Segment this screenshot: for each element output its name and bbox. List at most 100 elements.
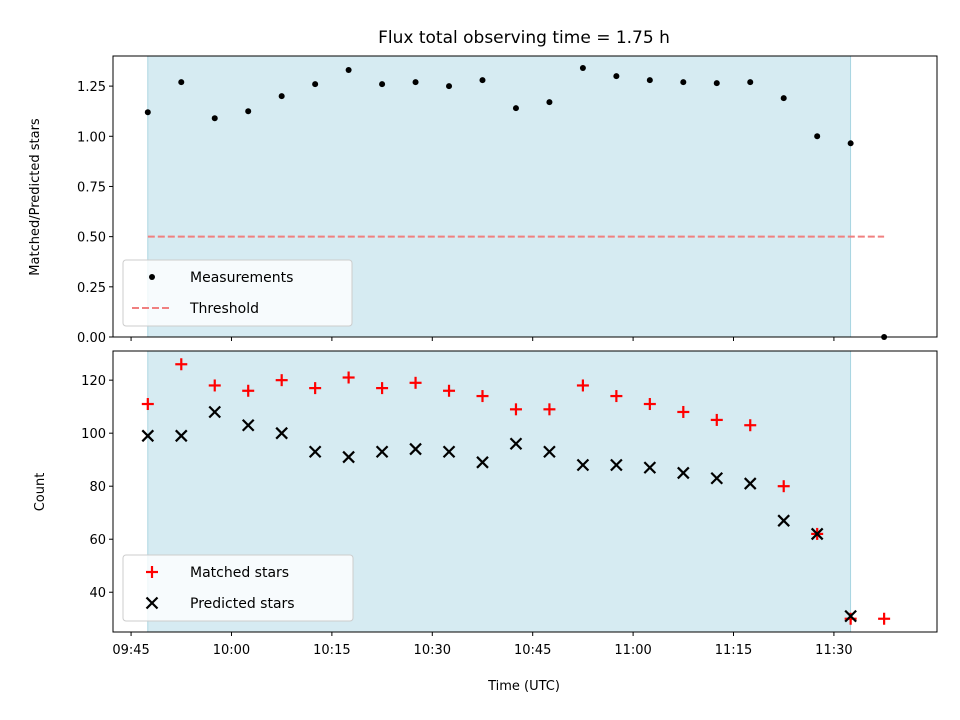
data-point-s1-2 bbox=[208, 405, 222, 419]
data-point-s1-10-b bbox=[476, 456, 489, 469]
x-tick-label: 09:45 bbox=[112, 643, 149, 658]
data-point-s0-9 bbox=[443, 384, 456, 397]
data-point-s1-8 bbox=[409, 442, 422, 456]
axes-frame bbox=[112, 55, 938, 338]
legend: Matched stars Predicted stars bbox=[122, 554, 354, 622]
legend-box bbox=[122, 259, 353, 327]
data-point-s0-22 bbox=[881, 334, 888, 340]
data-point-s1-4 bbox=[275, 426, 288, 440]
data-point-s0-21 bbox=[847, 140, 854, 147]
data-point-s0-14 bbox=[613, 73, 620, 80]
data-point-s0-15 bbox=[643, 398, 656, 411]
data-point-s1-14-b bbox=[610, 458, 623, 472]
y-tick-label: 0.25 bbox=[77, 281, 106, 296]
legend: Measurements Threshold bbox=[122, 259, 353, 327]
data-point-s1-15 bbox=[643, 461, 657, 474]
data-point-s1-17-b bbox=[710, 471, 724, 485]
data-point-s0-16 bbox=[677, 405, 690, 418]
data-point-s1-1 bbox=[174, 429, 188, 443]
data-point-s0-12 bbox=[546, 99, 553, 106]
data-point-s1-11 bbox=[509, 437, 523, 451]
data-point-s1-13 bbox=[576, 458, 590, 472]
data-point-s0-22 bbox=[878, 612, 891, 625]
legend-label: Predicted stars bbox=[190, 596, 295, 612]
x-axis-label: Time (UTC) bbox=[487, 679, 560, 694]
data-point-s1-3-b bbox=[241, 418, 255, 432]
y-tick-label: 0.75 bbox=[77, 180, 106, 195]
data-point-s1-18-b bbox=[743, 477, 757, 490]
data-point-s0-6 bbox=[342, 371, 355, 384]
data-point-s0-5 bbox=[312, 81, 319, 88]
count-panel: 40 60 80 100 120 09:45 10:00 10:15 10:30 10:45 11:… bbox=[81, 350, 938, 658]
data-point-s1-15-b bbox=[643, 461, 657, 474]
data-point-s1-19-b bbox=[777, 514, 790, 527]
legend-label: Threshold bbox=[189, 301, 259, 317]
legend-swatch bbox=[145, 596, 159, 610]
data-point-s0-10 bbox=[479, 77, 486, 84]
data-point-s0-4 bbox=[278, 93, 285, 100]
legend-swatch bbox=[146, 566, 158, 578]
data-point-s0-5 bbox=[309, 382, 322, 395]
data-point-s0-0 bbox=[144, 109, 151, 116]
data-point-s1-5 bbox=[308, 445, 322, 459]
data-point-s0-10 bbox=[476, 390, 489, 403]
y-tick-label: 0.00 bbox=[77, 331, 106, 346]
y-axis-label-count: Count bbox=[33, 473, 48, 512]
data-point-s1-19 bbox=[777, 514, 790, 527]
data-point-s0-11 bbox=[509, 403, 522, 416]
data-point-s0-20 bbox=[814, 133, 821, 140]
data-point-s1-10 bbox=[476, 456, 489, 469]
data-point-s0-15 bbox=[646, 77, 653, 84]
data-point-s1-21-b bbox=[844, 609, 857, 623]
data-point-s0-3 bbox=[242, 384, 255, 397]
y-tick-label: 120 bbox=[81, 374, 106, 389]
data-point-s1-17 bbox=[710, 471, 724, 485]
x-tick-label: 11:30 bbox=[815, 643, 852, 658]
data-point-s1-12-b bbox=[543, 445, 556, 459]
x-tick-label: 10:15 bbox=[313, 643, 350, 658]
data-point-s0-3 bbox=[245, 108, 252, 115]
data-point-s0-1 bbox=[175, 358, 188, 371]
data-point-s1-7-b bbox=[375, 445, 389, 459]
data-point-s1-1-b bbox=[174, 429, 188, 443]
data-point-s0-13 bbox=[576, 379, 589, 392]
x-tick-label: 10:30 bbox=[414, 643, 451, 658]
data-point-s1-4-b bbox=[275, 426, 288, 440]
legend-box bbox=[122, 554, 354, 622]
y-tick-label: 100 bbox=[81, 427, 106, 442]
data-point-s1-18 bbox=[743, 477, 757, 490]
data-point-s0-6 bbox=[345, 67, 352, 74]
data-point-s1-8-b bbox=[409, 442, 422, 456]
x-tick-label: 10:45 bbox=[514, 643, 551, 658]
data-point-s0-9 bbox=[446, 83, 453, 90]
data-point-s0-8 bbox=[409, 376, 422, 389]
data-point-s0-17 bbox=[710, 413, 723, 426]
data-point-s0-11 bbox=[512, 105, 519, 112]
chart-title: Flux total observing time = 1.75 h bbox=[378, 28, 670, 48]
x-tick-label: 10:00 bbox=[213, 643, 250, 658]
y-axis-label-ratio: Matched/Predicted stars bbox=[28, 118, 43, 276]
data-point-s0-8 bbox=[412, 79, 419, 86]
data-point-s1-9 bbox=[442, 445, 456, 459]
data-point-s1-20-b bbox=[810, 527, 824, 541]
data-point-s0-13 bbox=[579, 65, 586, 72]
y-tick-label: 1.25 bbox=[77, 80, 106, 95]
legend-label: Measurements bbox=[190, 270, 293, 286]
data-point-s0-17 bbox=[713, 80, 720, 87]
data-point-s1-5-b bbox=[308, 445, 322, 459]
ratio-panel: 0.00 0.25 0.50 0.75 1.00 1.25 Measurements Thre… bbox=[77, 55, 938, 346]
data-point-s1-0 bbox=[141, 429, 155, 443]
y-tick-label: 40 bbox=[89, 586, 106, 601]
data-point-s0-16 bbox=[680, 79, 687, 86]
data-point-s1-0-b bbox=[141, 429, 155, 443]
y-tick-label: 0.50 bbox=[77, 231, 106, 246]
data-point-s0-18 bbox=[744, 419, 757, 432]
data-point-s0-2 bbox=[211, 115, 218, 122]
data-point-s1-11-b bbox=[509, 437, 523, 451]
data-point-s0-18 bbox=[747, 79, 754, 86]
data-point-s0-14 bbox=[610, 390, 623, 403]
y-tick-label: 60 bbox=[89, 533, 106, 548]
data-point-s1-13-b bbox=[576, 458, 590, 472]
data-point-s1-9-b bbox=[442, 445, 456, 459]
